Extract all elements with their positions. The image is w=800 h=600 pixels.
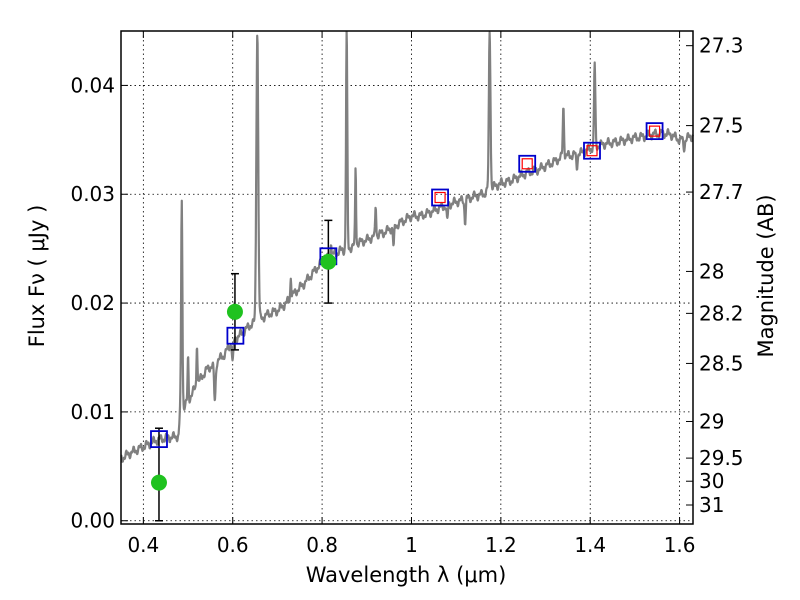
y2-tick-label: 28 xyxy=(699,259,724,283)
model-point-inner xyxy=(586,145,598,157)
y2-tick-label: 30 xyxy=(699,469,724,493)
model-point xyxy=(518,154,537,173)
ticks: 0.4 0.6 0.8 1 1.2 1.4 1.6 0.00 0.01 0.02 0.03 0.04 2… xyxy=(70,31,744,557)
observed-points-layer xyxy=(150,253,337,491)
x-tick-label: 0.8 xyxy=(306,533,338,557)
spectrum-line xyxy=(120,30,694,463)
plot-frame xyxy=(120,30,694,525)
model-point-inner xyxy=(521,158,533,170)
model-points-layer xyxy=(150,122,664,449)
model-point xyxy=(583,141,601,160)
y2-tick-label: 29 xyxy=(699,409,724,433)
x-tick-label: 1.6 xyxy=(664,533,696,557)
y-tick-label: 0.01 xyxy=(70,400,115,424)
y2-tick-label: 28.5 xyxy=(699,351,744,375)
model-point-inner xyxy=(648,125,661,137)
x-tick-label: 1 xyxy=(405,533,418,557)
x-tick-label: 0.6 xyxy=(217,533,249,557)
model-point xyxy=(150,430,168,449)
observed-point xyxy=(150,474,167,491)
y2-tick-label: 28.2 xyxy=(699,301,744,325)
y2-tick-label: 27.7 xyxy=(699,180,744,204)
y-tick-label: 0.03 xyxy=(70,182,115,206)
y2-tick-label: 31 xyxy=(699,493,724,517)
y2-tick-label: 27.5 xyxy=(699,114,744,138)
y-tick-label: 0.00 xyxy=(70,509,115,533)
model-point xyxy=(431,188,449,207)
y-tick-label: 0.02 xyxy=(70,291,115,315)
model-point-inner xyxy=(434,191,446,204)
model-point xyxy=(645,122,664,141)
y2-tick-label: 29.5 xyxy=(699,446,744,470)
model-point xyxy=(226,326,245,345)
grid xyxy=(121,31,693,524)
spectrum-layer xyxy=(120,30,694,463)
x-axis-label: Wavelength λ (μm) xyxy=(306,563,507,587)
y2-axis-label: Magnitude (AB) xyxy=(754,194,778,357)
y-tick-label: 0.04 xyxy=(70,73,115,97)
y2-tick-label: 27.3 xyxy=(699,34,744,58)
observed-point xyxy=(226,303,243,320)
y-axis-label: Flux Fν ( μJy ) xyxy=(25,205,49,348)
x-tick-label: 1.2 xyxy=(485,533,517,557)
observed-point xyxy=(320,253,337,270)
x-tick-label: 1.4 xyxy=(574,533,606,557)
x-tick-label: 0.4 xyxy=(127,533,159,557)
